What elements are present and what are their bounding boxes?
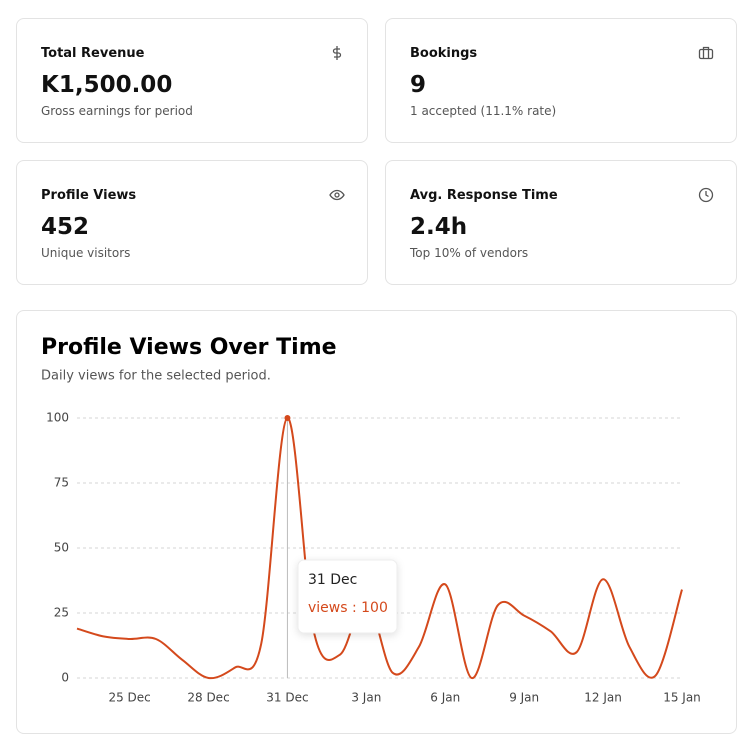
card-title: Avg. Response Time	[410, 188, 558, 203]
card-title: Bookings	[410, 46, 478, 61]
y-tick-label: 75	[54, 476, 69, 490]
stat-card: Avg. Response Time 2.4h Top 10% of vendo…	[385, 160, 737, 285]
clock-icon	[698, 187, 714, 203]
briefcase-icon	[698, 46, 714, 60]
stat-card: Profile Views 452 Unique visitors	[16, 160, 368, 285]
card-subtitle: 1 accepted (11.1% rate)	[410, 104, 557, 118]
card-value: 9	[410, 72, 427, 98]
x-tick-label: 9 Jan	[509, 691, 539, 705]
x-tick-label: 28 Dec	[187, 691, 229, 705]
x-tick-label: 31 Dec	[266, 691, 308, 705]
chart-card	[16, 310, 737, 734]
tooltip-title: 31 Dec	[308, 572, 357, 588]
card-title: Profile Views	[41, 188, 137, 203]
hover-dot	[284, 415, 291, 421]
x-tick-label: 12 Jan	[584, 691, 622, 705]
card-value: K1,500.00	[41, 72, 173, 98]
eye-icon	[329, 189, 345, 201]
tooltip-value: views : 100	[308, 600, 388, 616]
x-tick-label: 3 Jan	[351, 691, 381, 705]
card-title: Total Revenue	[41, 46, 145, 61]
card-subtitle: Top 10% of vendors	[410, 246, 529, 260]
stat-card: Total Revenue K1,500.00 Gross earnings f…	[16, 18, 368, 143]
dollar-icon	[332, 46, 342, 60]
card-subtitle: Gross earnings for period	[41, 104, 193, 118]
card-value: 2.4h	[410, 214, 468, 240]
x-tick-label: 6 Jan	[430, 691, 460, 705]
x-tick-label: 25 Dec	[108, 691, 150, 705]
chart-subtitle: Daily views for the selected period.	[41, 369, 271, 384]
y-tick-label: 100	[46, 411, 69, 425]
x-tick-label: 15 Jan	[663, 691, 701, 705]
y-tick-label: 0	[61, 671, 69, 685]
stat-card: Bookings 9 1 accepted (11.1% rate)	[385, 18, 737, 143]
y-tick-label: 50	[54, 541, 69, 555]
card-value: 452	[41, 214, 90, 240]
y-tick-label: 25	[54, 606, 69, 620]
tooltip-box	[297, 559, 398, 634]
card-subtitle: Unique visitors	[41, 246, 131, 260]
chart-title: Profile Views Over Time	[41, 335, 337, 360]
